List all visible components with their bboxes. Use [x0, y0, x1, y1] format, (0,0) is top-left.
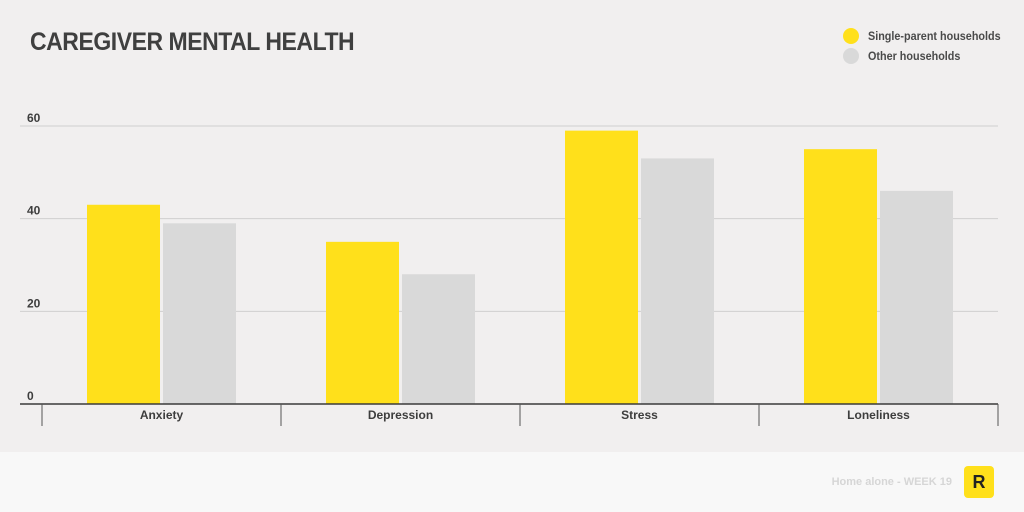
legend-swatch-other: [843, 48, 859, 64]
legend-swatch-single-parent: [843, 28, 859, 44]
brand-logo[interactable]: R: [964, 466, 994, 498]
bar-stress-single-parent: [565, 130, 638, 404]
chart-title: CAREGIVER MENTAL HEALTH: [30, 28, 355, 56]
legend-label-other: Other households: [868, 49, 961, 63]
bar-stress-other: [641, 158, 714, 404]
bar-loneliness-single-parent: [804, 149, 877, 404]
x-tick-label-anxiety: Anxiety: [140, 408, 184, 422]
y-tick-label-20: 20: [27, 296, 41, 310]
bar-chart: 0 20 40 60 Anxiety Depression Stress Loneliness: [20, 111, 999, 426]
bar-depression-single-parent: [326, 241, 399, 404]
x-tick-label-stress: Stress: [621, 408, 658, 422]
bar-anxiety-single-parent: [87, 204, 160, 404]
bar-loneliness-other: [880, 190, 953, 404]
legend-label-single-parent: Single-parent households: [868, 29, 1001, 43]
bar-anxiety-other: [163, 223, 236, 404]
y-tick-label-40: 40: [27, 204, 41, 218]
y-tick-label-60: 60: [27, 111, 41, 125]
footer: Home alone - WEEK 19 R: [0, 452, 1024, 512]
x-tick-label-loneliness: Loneliness: [847, 408, 910, 422]
x-tick-label-depression: Depression: [368, 408, 433, 422]
bar-depression-other: [402, 274, 475, 404]
y-tick-label-0: 0: [27, 389, 34, 403]
legend-item-other: Other households: [843, 46, 1015, 66]
footer-caption: Home alone - WEEK 19: [831, 476, 952, 488]
brand-logo-letter: R: [972, 471, 986, 492]
legend-item-single-parent: Single-parent households: [843, 26, 1015, 46]
chart-legend: Single-parent households Other household…: [843, 26, 1015, 66]
